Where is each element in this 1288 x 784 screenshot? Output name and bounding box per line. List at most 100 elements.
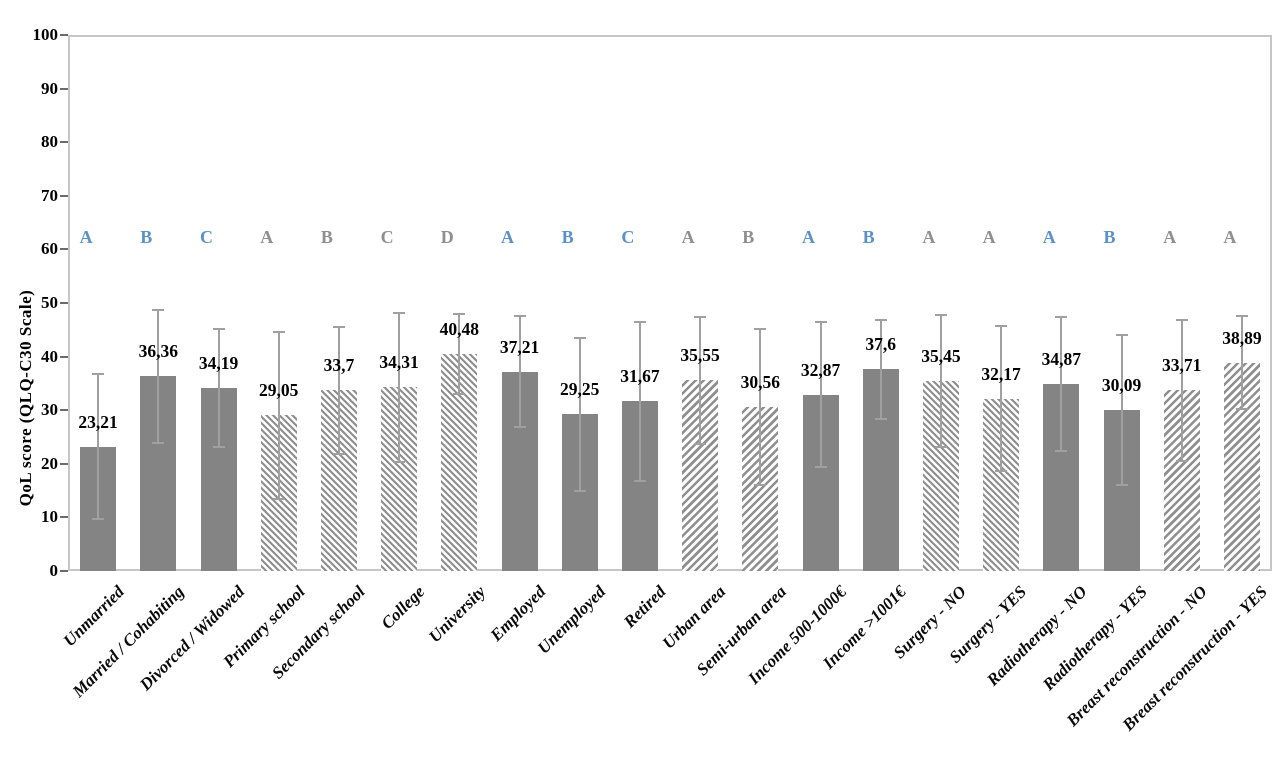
significance-letter: A: [802, 227, 815, 247]
significance-letter: A: [260, 227, 274, 247]
error-bar-bottom-cap: [1115, 483, 1128, 486]
significance-letter: B: [862, 227, 875, 247]
significance-letter: A: [1042, 227, 1056, 247]
error-bar-top-cap: [995, 325, 1008, 328]
error-bar: [819, 322, 822, 468]
error-bar: [277, 331, 280, 499]
error-bar-bottom-cap: [573, 489, 586, 492]
error-bar: [458, 313, 461, 395]
bar-value-label: 30,09: [1101, 374, 1142, 395]
y-tick-label: 40: [41, 346, 58, 366]
significance-letter: D: [440, 227, 454, 247]
y-tick-label: 90: [41, 78, 58, 98]
error-bar-bottom-cap: [1235, 407, 1248, 410]
error-bar-top-cap: [92, 372, 105, 375]
error-bar: [578, 337, 581, 491]
error-bar: [217, 328, 220, 447]
error-bar-top-cap: [874, 318, 887, 321]
x-axis-label: College: [377, 582, 429, 633]
error-bar: [1120, 334, 1123, 485]
error-bar-top-cap: [934, 313, 947, 316]
error-bar-bottom-cap: [513, 425, 526, 428]
y-tick-mark: [60, 141, 68, 144]
bar-value-label: 36,36: [138, 341, 178, 362]
error-bar-bottom-cap: [152, 441, 165, 444]
error-bar-bottom-cap: [453, 393, 466, 396]
bar-value-label: 37,6: [865, 334, 896, 355]
x-axis-label: Employed: [486, 582, 549, 645]
error-bar-bottom-cap: [92, 518, 105, 521]
x-axis-label: Divorced / Widowed: [135, 582, 248, 695]
significance-letter: B: [320, 227, 333, 247]
significance-letter: B: [140, 227, 153, 247]
significance-letter: A: [681, 227, 695, 247]
error-bar-bottom-cap: [1175, 459, 1188, 462]
y-tick-mark: [60, 34, 68, 36]
error-bar-top-cap: [272, 330, 285, 333]
error-bar-top-cap: [754, 327, 767, 330]
error-bar-bottom-cap: [212, 445, 225, 448]
error-bar-bottom-cap: [694, 443, 707, 446]
significance-letter: A: [1223, 227, 1237, 247]
error-bar: [1000, 326, 1003, 471]
y-tick-label: 0: [49, 561, 59, 580]
y-tick-label: 50: [41, 293, 58, 312]
y-tick-mark: [60, 87, 68, 90]
bar-value-label: 33,7: [323, 355, 355, 376]
significance-letter: C: [380, 227, 394, 247]
significance-letter: C: [621, 227, 635, 247]
bar-value-label: 34,19: [198, 352, 239, 373]
error-bar: [157, 309, 160, 443]
x-axis-label: Radiotherapy - YES: [1038, 582, 1151, 695]
y-tick-label: 20: [41, 453, 58, 473]
error-bar-top-cap: [332, 325, 345, 328]
error-bar-top-cap: [513, 315, 526, 318]
bar-value-label: 32,87: [800, 359, 841, 380]
error-bar-top-cap: [573, 336, 586, 339]
error-bar-bottom-cap: [1055, 450, 1068, 453]
bar-value-label: 31,67: [620, 366, 660, 387]
error-bar-bottom-cap: [995, 469, 1008, 472]
significance-letter: A: [922, 227, 936, 247]
error-bar-top-cap: [694, 315, 707, 318]
error-bar-bottom-cap: [393, 460, 406, 463]
error-bar-bottom-cap: [814, 466, 827, 469]
error-bar-top-cap: [1115, 333, 1128, 336]
error-bar-top-cap: [633, 320, 646, 323]
error-bar: [1240, 316, 1243, 409]
bar-value-label: 37,21: [499, 336, 540, 357]
x-axis-label: University: [424, 582, 489, 647]
significance-letter: A: [982, 227, 996, 247]
error-bar-top-cap: [1055, 316, 1068, 319]
error-bar-bottom-cap: [633, 479, 646, 482]
error-bar: [1060, 317, 1063, 452]
error-bar: [879, 319, 882, 420]
y-tick-label: 70: [41, 185, 58, 205]
x-axis-label: Married / Cohabiting: [68, 582, 188, 701]
significance-letter: A: [1163, 227, 1177, 247]
error-bar-bottom-cap: [874, 418, 887, 421]
y-tick-mark: [60, 355, 68, 358]
bar-value-label: 32,17: [981, 363, 1021, 384]
error-bar-top-cap: [152, 308, 165, 311]
error-bar-top-cap: [212, 327, 225, 330]
error-bar-top-cap: [393, 311, 406, 314]
error-bar-bottom-cap: [272, 497, 285, 500]
error-bar: [97, 373, 100, 520]
y-tick-mark: [60, 248, 68, 251]
y-tick-label: 30: [41, 400, 58, 420]
error-bar: [759, 328, 762, 486]
error-bar-top-cap: [814, 321, 827, 324]
significance-letter: B: [742, 227, 755, 247]
bar-value-label: 23,21: [78, 411, 118, 432]
bar-value-label: 29,25: [560, 379, 600, 400]
error-bar-bottom-cap: [754, 484, 767, 487]
y-tick-mark: [60, 409, 68, 412]
error-bar-top-cap: [1175, 319, 1188, 322]
plot-area: [68, 35, 1272, 571]
error-bar-bottom-cap: [332, 453, 345, 456]
significance-letter: B: [561, 227, 574, 247]
bar-value-label: 34,87: [1041, 349, 1081, 370]
significance-letter: C: [200, 227, 213, 247]
